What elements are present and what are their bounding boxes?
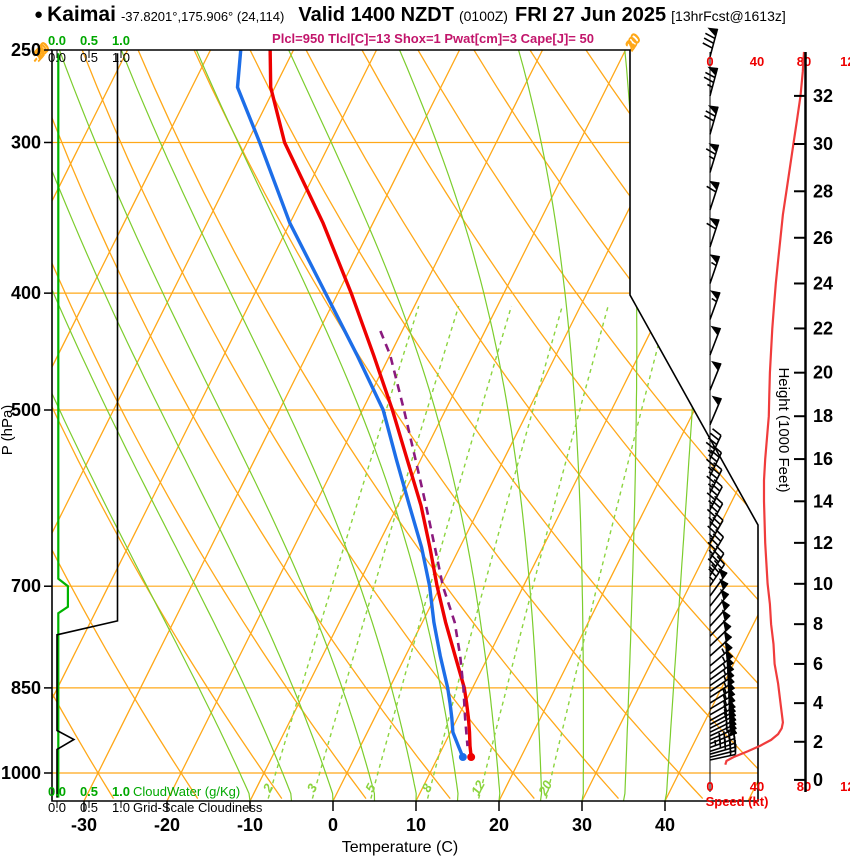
axes: 250 300 400 500 700 850 1000 P (hPa) -30 -20 -10 0 1…: [0, 33, 675, 856]
svg-text:40: 40: [750, 54, 764, 69]
svg-text:4: 4: [813, 693, 823, 713]
svg-text:500: 500: [11, 400, 41, 420]
wind-barbs: [702, 27, 738, 761]
svg-text:28: 28: [813, 181, 833, 201]
svg-text:Grid-Scale Cloudiness: Grid-Scale Cloudiness: [133, 800, 263, 815]
svg-text:14: 14: [813, 491, 833, 511]
plot-frame: [51, 49, 759, 802]
station-name: Kaimai: [47, 3, 116, 26]
svg-text:-30: -30: [71, 815, 97, 835]
svg-text:5: 5: [362, 780, 379, 794]
svg-text:250: 250: [11, 40, 41, 60]
svg-text:0.5: 0.5: [80, 33, 98, 48]
svg-text:2: 2: [259, 780, 276, 795]
sounding-curves: [235, 50, 476, 762]
svg-text:3: 3: [304, 780, 321, 794]
cloud-profiles: [56, 53, 119, 798]
svg-text:0: 0: [328, 815, 338, 835]
svg-text:400: 400: [11, 283, 41, 303]
svg-text:300: 300: [11, 132, 41, 152]
svg-text:Temperature (C): Temperature (C): [342, 839, 458, 856]
svg-text:20: 20: [813, 363, 833, 383]
plot-border: [51, 49, 759, 802]
svg-text:0.5: 0.5: [80, 784, 98, 799]
svg-text:20: 20: [489, 815, 509, 835]
svg-text:-20: -20: [154, 815, 180, 835]
svg-text:24: 24: [813, 273, 833, 293]
dewpoint-curve: [235, 50, 465, 758]
svg-text:0.0: 0.0: [48, 33, 66, 48]
station-coordinates: -37.8201°,175.906° (24,114): [120, 9, 285, 24]
svg-text:-10: -10: [237, 815, 263, 835]
svg-text:20: 20: [535, 777, 556, 798]
svg-text:12: 12: [468, 777, 488, 797]
wind-panel: 0040408080120120Speed (kt): [706, 51, 850, 809]
svg-text:8: 8: [813, 614, 823, 634]
svg-text:P (hPa): P (hPa): [0, 405, 16, 456]
svg-text:40: 40: [655, 815, 675, 835]
parcel-curve: [379, 330, 469, 747]
svg-text:6: 6: [813, 654, 823, 674]
svg-text:22: 22: [813, 318, 833, 338]
svg-text:18: 18: [813, 406, 833, 426]
svg-text:1.0: 1.0: [112, 784, 130, 799]
svg-text:8: 8: [419, 780, 436, 794]
svg-text:0: 0: [813, 770, 823, 790]
valid-date: FRI 27 Jun 2025: [514, 4, 667, 26]
svg-text:80: 80: [797, 779, 811, 794]
svg-text:30: 30: [813, 134, 833, 154]
svg-text:40: 40: [750, 779, 764, 794]
chart-title: ● Kaimai -37.8201°,175.906° (24,114) Valid …: [34, 3, 846, 27]
svg-text:Speed (kt): Speed (kt): [706, 794, 769, 809]
svg-text:CloudWater (g/Kg): CloudWater (g/Kg): [133, 784, 240, 799]
station-bullet-icon: ●: [34, 6, 44, 23]
forecast-run-info: [13hrFcst@1613z]: [671, 8, 786, 24]
grid-lines: [52, 50, 758, 801]
svg-text:1000: 1000: [1, 763, 41, 783]
svg-text:120: 120: [840, 779, 850, 794]
svg-text:12: 12: [813, 533, 833, 553]
valid-time: Valid 1400 NZDT: [298, 4, 454, 26]
svg-text:1.0: 1.0: [112, 33, 130, 48]
temperature-curve: [268, 50, 473, 758]
svg-text:10: 10: [406, 815, 426, 835]
svg-text:Height (1000 Feet): Height (1000 Feet): [775, 367, 792, 492]
zulu-time: (0100Z): [458, 8, 508, 24]
svg-text:32: 32: [813, 86, 833, 106]
wind-speed-curve: [724, 51, 806, 766]
sounding-parameters: Plcl=950 Tlcl[C]=13 Shox=1 Pwat[cm]=3 Ca…: [272, 31, 594, 46]
svg-text:0: 0: [706, 779, 713, 794]
svg-text:30: 30: [572, 815, 592, 835]
svg-text:10: 10: [813, 574, 833, 594]
svg-text:16: 16: [813, 449, 833, 469]
svg-text:26: 26: [813, 228, 833, 248]
svg-text:120: 120: [840, 54, 850, 69]
svg-text:850: 850: [11, 678, 41, 698]
svg-text:2: 2: [813, 732, 823, 752]
svg-text:0: 0: [706, 54, 713, 69]
svg-text:0.0: 0.0: [48, 784, 66, 799]
svg-text:700: 700: [11, 576, 41, 596]
